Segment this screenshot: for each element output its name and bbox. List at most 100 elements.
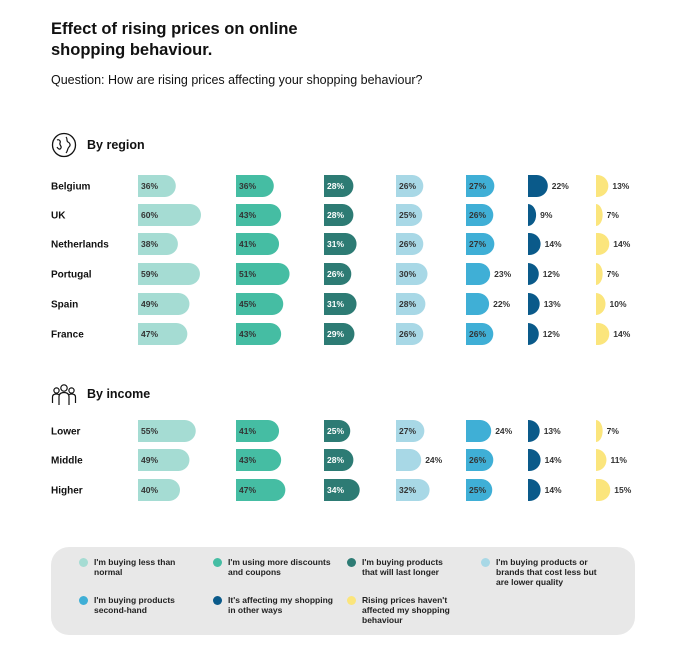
data-label-portugal-series-6: 12% xyxy=(543,269,560,279)
section-header-income: By income xyxy=(51,381,150,407)
data-label-belgium-series-2: 36% xyxy=(239,181,256,191)
data-label-netherlands-series-1: 38% xyxy=(141,239,158,249)
bar-lower-series-5 xyxy=(466,420,492,442)
bar-portugal-series-6 xyxy=(528,263,539,285)
data-label-netherlands-series-7: 14% xyxy=(613,239,630,249)
bar-uk-series-3 xyxy=(324,204,354,226)
legend-label: I'm buying products that will last longe… xyxy=(362,557,443,577)
data-label-france-series-7: 14% xyxy=(613,329,630,339)
data-label-uk-series-4: 25% xyxy=(399,210,416,220)
data-label-higher-series-4: 32% xyxy=(399,485,416,495)
bar-chart: Belgium 36% 36% 28% 26% 27% 22% 13% UK 60% 43% 28% 2… xyxy=(51,175,632,501)
data-label-higher-series-2: 47% xyxy=(239,485,256,495)
section-header-region: By region xyxy=(51,132,145,158)
legend-label: I'm buying products second-hand xyxy=(94,595,175,615)
data-label-uk-series-2: 43% xyxy=(239,210,256,220)
bar-belgium-series-1 xyxy=(138,175,176,197)
data-label-lower-series-6: 13% xyxy=(544,426,561,436)
data-label-middle-series-4: 24% xyxy=(425,455,442,465)
data-label-portugal-series-4: 30% xyxy=(399,269,416,279)
bar-lower-series-1 xyxy=(138,420,196,442)
bar-higher-series-2 xyxy=(236,479,286,501)
chart-question: Question: How are rising prices affectin… xyxy=(51,73,423,87)
data-label-middle-series-1: 49% xyxy=(141,455,158,465)
data-label-middle-series-5: 26% xyxy=(469,455,486,465)
bar-spain-series-7 xyxy=(596,293,606,315)
legend-swatch xyxy=(213,596,222,605)
data-label-uk-series-3: 28% xyxy=(327,210,344,220)
legend-label: I'm buying less than normal xyxy=(94,557,176,577)
bar-netherlands-series-6 xyxy=(528,233,541,255)
bar-belgium-series-6 xyxy=(528,175,548,197)
row-label-belgium: Belgium xyxy=(51,182,91,193)
legend-item-6: It's affecting my shopping in other ways xyxy=(213,595,338,615)
bar-spain-series-6 xyxy=(528,293,540,315)
bar-uk-series-5 xyxy=(466,204,494,226)
bar-belgium-series-7 xyxy=(596,175,609,197)
bar-belgium-series-5 xyxy=(466,175,495,197)
data-label-spain-series-6: 13% xyxy=(544,299,561,309)
data-label-spain-series-2: 45% xyxy=(239,299,256,309)
legend-item-2: I'm using more discounts and coupons xyxy=(213,557,338,577)
bar-middle-series-3 xyxy=(324,449,354,471)
data-label-belgium-series-6: 22% xyxy=(552,181,569,191)
legend-swatch xyxy=(213,558,222,567)
data-label-spain-series-3: 31% xyxy=(327,299,344,309)
data-label-spain-series-4: 28% xyxy=(399,299,416,309)
data-label-lower-series-1: 55% xyxy=(141,426,158,436)
bar-higher-series-4 xyxy=(396,479,430,501)
bar-portugal-series-1 xyxy=(138,263,200,285)
bar-belgium-series-2 xyxy=(236,175,274,197)
bar-france-series-5 xyxy=(466,323,494,345)
data-label-france-series-4: 26% xyxy=(399,329,416,339)
bar-higher-series-1 xyxy=(138,479,180,501)
bar-belgium-series-4 xyxy=(396,175,424,197)
legend-swatch xyxy=(347,558,356,567)
bar-lower-series-7 xyxy=(596,420,603,442)
legend-label: I'm buying products or brands that cost … xyxy=(496,557,597,587)
row-label-portugal: Portugal xyxy=(51,270,92,281)
row-label-france: France xyxy=(51,330,84,341)
data-label-france-series-6: 12% xyxy=(543,329,560,339)
bar-netherlands-series-5 xyxy=(466,233,495,255)
data-label-lower-series-3: 25% xyxy=(327,426,344,436)
data-label-netherlands-series-6: 14% xyxy=(545,239,562,249)
chart-title: Effect of rising prices on online shoppi… xyxy=(51,20,298,59)
bar-france-series-3 xyxy=(324,323,355,345)
data-label-netherlands-series-3: 31% xyxy=(327,239,344,249)
bar-portugal-series-7 xyxy=(596,263,603,285)
legend-swatch xyxy=(79,596,88,605)
bar-spain-series-1 xyxy=(138,293,190,315)
bar-belgium-series-3 xyxy=(324,175,354,197)
data-label-netherlands-series-5: 27% xyxy=(469,239,486,249)
data-label-portugal-series-7: 7% xyxy=(607,269,620,279)
bar-lower-series-4 xyxy=(396,420,425,442)
bar-portugal-series-5 xyxy=(466,263,491,285)
bar-spain-series-2 xyxy=(236,293,284,315)
bar-portugal-series-3 xyxy=(324,263,352,285)
bar-portugal-series-2 xyxy=(236,263,290,285)
data-label-portugal-series-1: 59% xyxy=(141,269,158,279)
data-label-spain-series-5: 22% xyxy=(493,299,510,309)
data-label-belgium-series-7: 13% xyxy=(612,181,629,191)
bar-netherlands-series-3 xyxy=(324,233,357,255)
bar-spain-series-5 xyxy=(466,293,490,315)
data-label-portugal-series-5: 23% xyxy=(494,269,511,279)
data-label-higher-series-5: 25% xyxy=(469,485,486,495)
people-group-icon xyxy=(51,384,77,405)
data-label-portugal-series-3: 26% xyxy=(327,269,344,279)
bar-netherlands-series-7 xyxy=(596,233,610,255)
data-label-lower-series-2: 41% xyxy=(239,426,256,436)
bar-netherlands-series-2 xyxy=(236,233,280,255)
bar-higher-series-6 xyxy=(528,479,541,501)
data-label-higher-series-3: 34% xyxy=(327,485,344,495)
bar-portugal-series-4 xyxy=(396,263,428,285)
bar-middle-series-6 xyxy=(528,449,541,471)
bar-lower-series-3 xyxy=(324,420,351,442)
data-label-middle-series-3: 28% xyxy=(327,455,344,465)
data-label-belgium-series-5: 27% xyxy=(469,181,486,191)
legend-item-7: Rising prices haven't affected my shoppi… xyxy=(347,595,457,625)
bar-france-series-2 xyxy=(236,323,282,345)
bar-uk-series-6 xyxy=(528,204,537,226)
row-label-uk: UK xyxy=(51,211,66,222)
